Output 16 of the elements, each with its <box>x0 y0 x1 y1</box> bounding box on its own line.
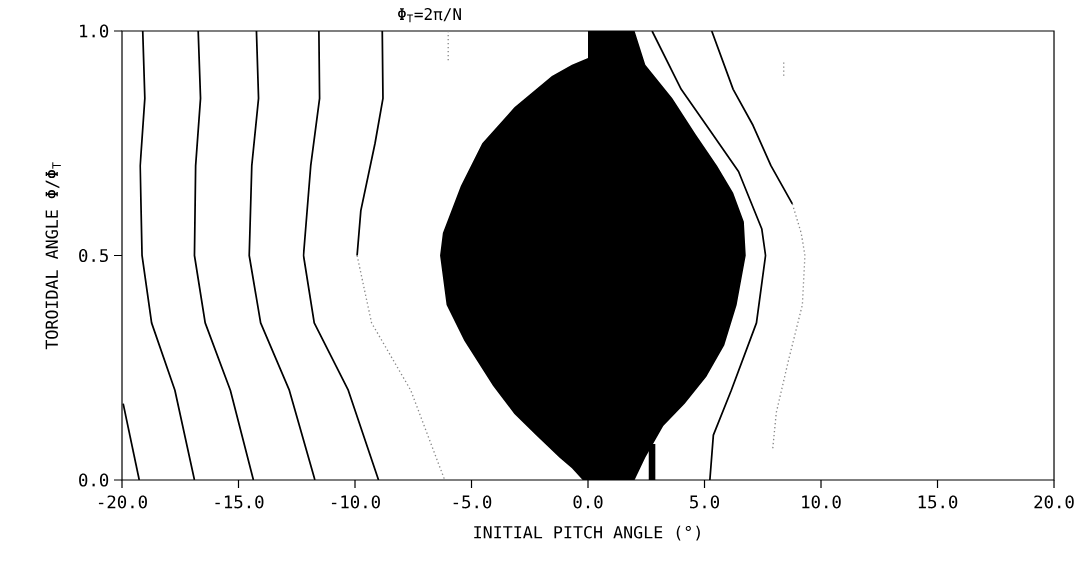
y-tick-label: 0.0 <box>79 473 109 487</box>
x-tick-label: 10.0 <box>802 495 841 509</box>
x-tick-label: 0.0 <box>573 495 603 509</box>
x-tick-label: 5.0 <box>690 495 720 509</box>
y-tick-label: 1.0 <box>80 24 109 38</box>
chart-title: Φ$_{T}$=2π/N <box>398 8 461 23</box>
x-tick-label: 20.0 <box>1034 495 1074 509</box>
x-tick-label: -10.0 <box>331 495 380 509</box>
line-series <box>356 254 446 480</box>
x-axis-title: INITIAL PITCH ANGLE (°) <box>474 525 700 541</box>
y-axis-title: TOROIDAL ANGLE Φ/Φ$_{T}$ <box>45 162 61 350</box>
x-tick-label: -5.0 <box>453 495 492 509</box>
x-tick-label: 15.0 <box>918 495 958 509</box>
x-tick-label: -20.0 <box>98 495 147 509</box>
x-tick-label: -15.0 <box>215 495 264 509</box>
y-tick-label: 0.5 <box>79 248 108 263</box>
